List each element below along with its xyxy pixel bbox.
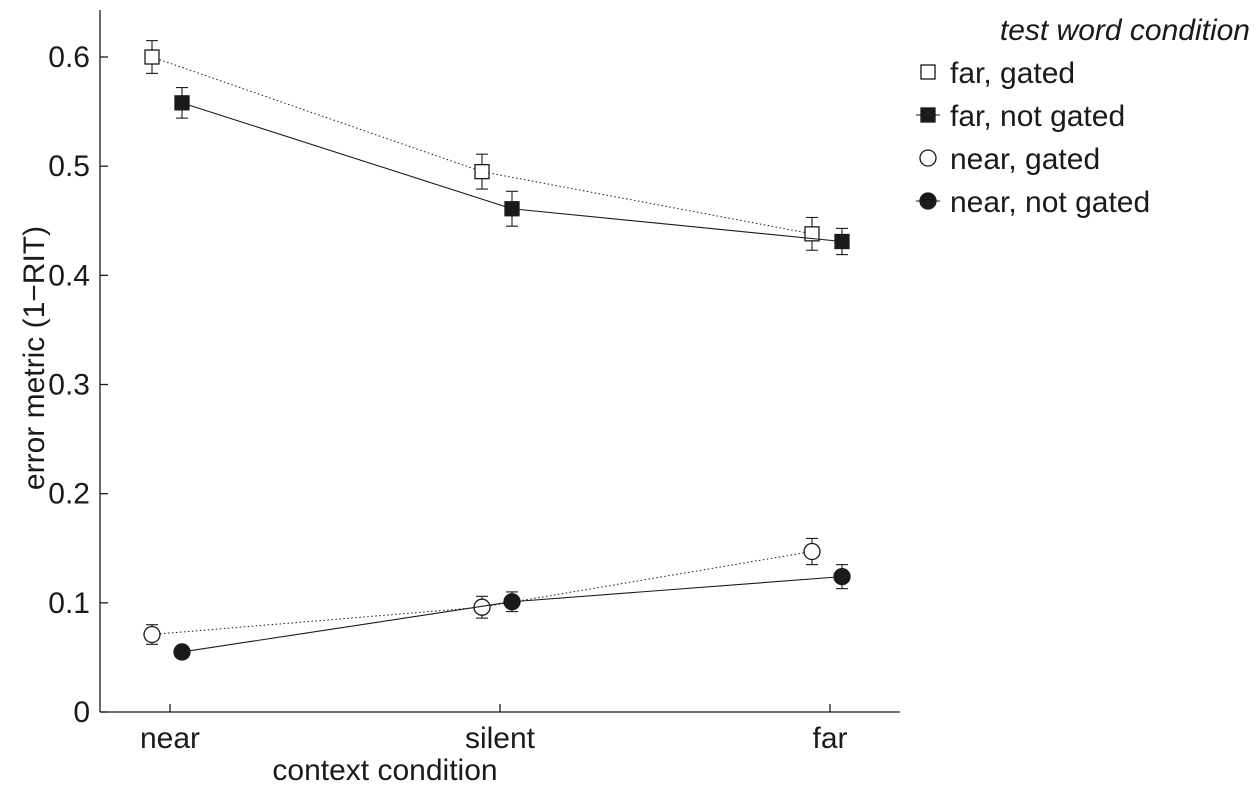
- y-tick-label: 0.6: [48, 41, 90, 74]
- data-point: [143, 625, 161, 644]
- legend: test word condition far, gated far, not g…: [916, 14, 1250, 219]
- data-point: [173, 643, 191, 661]
- legend-entry: near, not gated: [916, 186, 1150, 219]
- y-tick-label: 0.4: [48, 259, 90, 292]
- legend-label: far, not gated: [950, 100, 1125, 133]
- data-point: [503, 593, 521, 611]
- series-far-not-gated: [174, 87, 850, 256]
- legend-entry: far, gated: [920, 57, 1075, 90]
- legend-label: near, not gated: [950, 186, 1150, 219]
- axes: 0 0.1 0.2 0.3 0.4 0.5 0.6 near silent far: [48, 10, 900, 755]
- y-axis-label: error metric (1−RIT): [18, 226, 51, 490]
- legend-marker: [920, 107, 936, 123]
- data-point: [144, 49, 160, 65]
- x-tick-label: far: [812, 722, 847, 755]
- y-tick-label: 0: [73, 696, 90, 729]
- x-tick-label: silent: [465, 722, 536, 755]
- legend-entry: near, gated: [919, 143, 1100, 176]
- data-point: [804, 226, 820, 242]
- legend-entry: far, not gated: [916, 100, 1125, 133]
- series-near-not-gated: [173, 564, 851, 661]
- y-tick-label: 0.3: [48, 369, 90, 402]
- y-tick-label: 0.2: [48, 478, 90, 511]
- legend-marker: [920, 64, 936, 80]
- series-near-gated: [143, 537, 821, 645]
- series-far-gated: [144, 40, 820, 251]
- legend-title: test word condition: [1000, 14, 1250, 47]
- data-point: [174, 95, 190, 111]
- series-line: [151, 551, 813, 635]
- legend-label: far, gated: [950, 57, 1075, 90]
- data-point: [474, 163, 490, 180]
- plot-area: [143, 40, 851, 661]
- x-tick-label: near: [140, 722, 200, 755]
- legend-label: near, gated: [950, 143, 1100, 176]
- data-point: [803, 542, 821, 561]
- data-point: [834, 233, 850, 250]
- series-line: [151, 56, 813, 235]
- y-tick-label: 0.5: [48, 150, 90, 183]
- data-point: [504, 201, 520, 217]
- data-point: [833, 567, 851, 586]
- legend-marker: [919, 149, 937, 167]
- legend-marker: [919, 192, 937, 210]
- series-line: [181, 576, 843, 653]
- x-axis-label: context condition: [272, 754, 497, 787]
- y-tick-label: 0.1: [48, 587, 90, 620]
